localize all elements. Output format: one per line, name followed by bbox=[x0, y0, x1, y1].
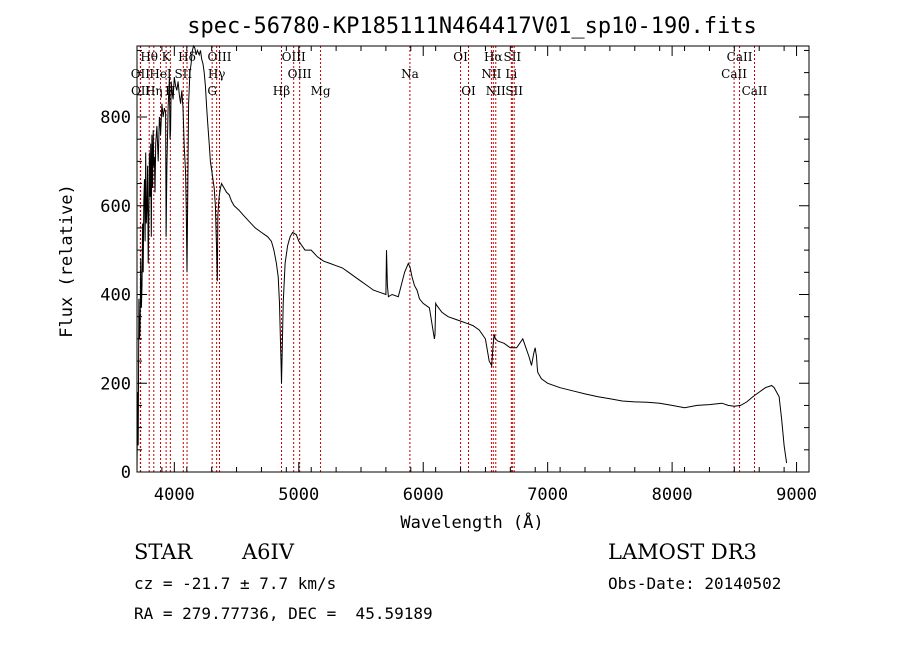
y-axis-label: Flux (relative) bbox=[57, 184, 77, 338]
x-tick-label: 7000 bbox=[527, 485, 568, 505]
line-marker-label: OIII bbox=[207, 50, 231, 64]
line-marker-label: Hγ bbox=[208, 67, 226, 81]
line-marker-label: NII bbox=[481, 67, 501, 81]
x-tick-label: 4000 bbox=[154, 485, 195, 505]
line-marker-label: CaII bbox=[721, 67, 747, 81]
line-marker-label: OIII bbox=[288, 67, 312, 81]
line-marker-label: K bbox=[162, 50, 172, 64]
y-axis: 0 200 400 600 800 bbox=[100, 49, 809, 483]
line-marker-label: OII bbox=[131, 67, 151, 81]
x-axis-label: Wavelength (Å) bbox=[400, 511, 543, 533]
line-marker-label: NII bbox=[486, 84, 506, 98]
line-marker-label: OI bbox=[453, 50, 468, 64]
x-tick-label: 8000 bbox=[652, 485, 693, 505]
line-marker-label: Mg bbox=[311, 84, 331, 98]
line-marker-label: OII bbox=[131, 84, 151, 98]
x-tick-label: 5000 bbox=[278, 485, 319, 505]
line-marker-label: Hβ bbox=[273, 84, 290, 98]
line-marker-label: Na bbox=[401, 67, 419, 81]
y-tick-label: 0 bbox=[121, 463, 131, 483]
line-marker-label: OIII bbox=[282, 50, 306, 64]
y-tick-label: 800 bbox=[100, 108, 131, 128]
line-marker-label: Hδ bbox=[178, 50, 196, 64]
plot-frame bbox=[136, 45, 810, 473]
line-marker-label: Hη bbox=[145, 84, 163, 98]
survey-name: LAMOST DR3 bbox=[608, 540, 757, 564]
spectral-line-labels: Hθ OII OII K HeI Hη Hδ SII H OIII Hγ G OIII OIII Hβ Mg N… bbox=[131, 50, 768, 98]
line-marker-label: Hθ bbox=[140, 50, 158, 64]
x-tick-label: 9000 bbox=[776, 485, 817, 505]
line-marker-label: Hα bbox=[484, 50, 503, 64]
line-marker-label: SII bbox=[503, 50, 521, 64]
line-marker-label: H bbox=[165, 84, 175, 98]
line-marker-label: CaII bbox=[727, 50, 753, 64]
object-class: STAR bbox=[134, 540, 193, 564]
line-marker-label: G bbox=[207, 84, 217, 98]
line-marker-label: Li bbox=[505, 67, 517, 81]
line-marker-label: OI bbox=[461, 84, 476, 98]
chart-title: spec-56780-KP185111N464417V01_sp10-190.f… bbox=[187, 14, 757, 39]
line-marker-label: SII bbox=[174, 67, 192, 81]
redshift-value: cz = -21.7 ± 7.7 km/s bbox=[134, 574, 337, 593]
coordinates: RA = 279.77736, DEC = 45.59189 bbox=[134, 604, 433, 623]
line-marker-label: SII bbox=[505, 84, 523, 98]
line-marker-label: CaII bbox=[742, 84, 768, 98]
spectrum-line bbox=[136, 44, 788, 473]
x-tick-label: 6000 bbox=[403, 485, 444, 505]
y-tick-label: 600 bbox=[100, 197, 131, 217]
y-tick-label: 200 bbox=[100, 374, 131, 394]
y-tick-label: 400 bbox=[100, 286, 131, 306]
spectral-line-markers bbox=[139, 46, 755, 472]
object-subclass: A6IV bbox=[242, 540, 294, 564]
line-marker-label: HeI bbox=[149, 67, 172, 81]
obs-date: Obs-Date: 20140502 bbox=[608, 574, 782, 593]
x-axis: 4000 5000 6000 7000 8000 9000 bbox=[136, 46, 817, 505]
